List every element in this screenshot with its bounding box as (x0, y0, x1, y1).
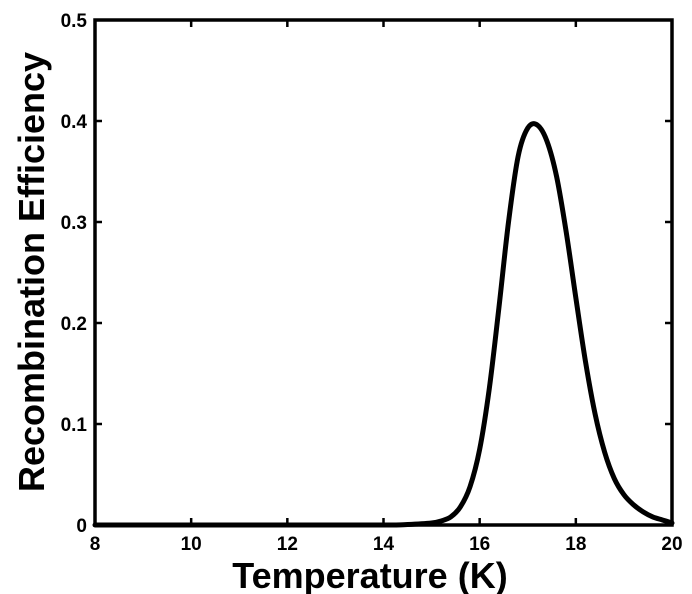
x-tick-label: 16 (469, 534, 490, 555)
x-tick-label: 8 (90, 534, 101, 555)
y-tick-label: 0.3 (61, 213, 87, 234)
x-tick-label: 20 (661, 534, 682, 555)
x-tick-label: 18 (565, 534, 586, 555)
x-tick-label: 10 (181, 534, 202, 555)
y-axis-title: Recombination Efficiency (11, 52, 52, 492)
y-tick-label: 0.2 (61, 314, 87, 335)
x-tick-label: 12 (277, 534, 298, 555)
x-tick-label: 14 (373, 534, 395, 555)
x-axis-title: Temperature (K) (232, 555, 507, 594)
y-tick-label: 0.4 (61, 112, 88, 133)
plot-area (95, 20, 672, 525)
plot-frame (93, 18, 674, 527)
y-tick-label: 0 (76, 516, 87, 537)
y-tick-label: 0.5 (61, 11, 88, 32)
y-tick-label: 0.1 (61, 415, 88, 436)
tick-labels: 8 10 12 14 16 18 20 0 0.1 0.2 0.3 0.4 0.5 (61, 11, 683, 555)
